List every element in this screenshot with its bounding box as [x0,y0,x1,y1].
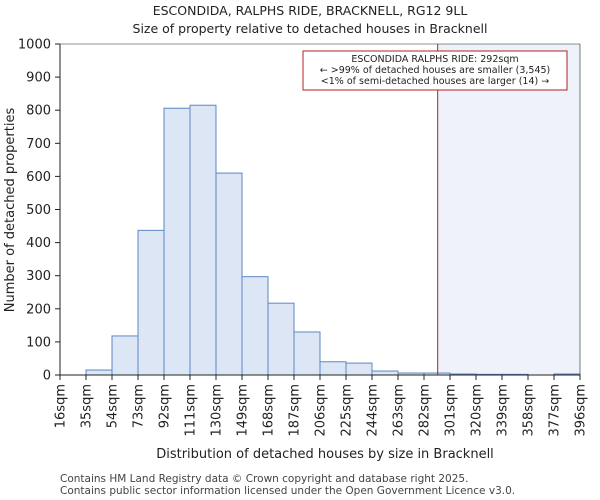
annotation-line-2: ← >99% of detached houses are smaller (3… [320,65,551,76]
y-axis-label: Number of detached properties [3,108,18,313]
x-tick-label: 206sqm [314,384,329,437]
x-tick-label: 111sqm [184,384,199,437]
y-tick-label: 100 [26,335,51,350]
bar [85,369,113,376]
x-tick-label: 187sqm [288,384,303,437]
shaded-region [437,44,580,375]
bar [319,361,347,376]
bar [163,107,191,376]
annotation-border [302,50,568,91]
x-tick-label: 263sqm [392,384,407,437]
x-tick-label: 282sqm [418,384,433,437]
bars-group [85,104,581,376]
bar [241,276,269,376]
x-tick-label: 244sqm [366,384,381,437]
bar [137,229,165,376]
y-tick-label: 800 [26,104,51,119]
footer-line-2: Contains public sector information licen… [60,485,515,497]
bar [215,172,243,376]
x-tick-label: 16sqm [54,384,69,428]
x-tick-label: 54sqm [106,384,121,428]
x-tick-label: 225sqm [340,384,355,437]
x-tick-label: 396sqm [574,384,589,437]
y-tick-label: 400 [26,236,51,251]
bar [267,302,295,376]
x-tick-label: 168sqm [262,384,277,437]
y-tick-label: 600 [26,170,51,185]
chart-subtitle: Size of property relative to detached ho… [133,21,488,36]
x-tick-label: 92sqm [158,384,173,428]
annotation-line-1: ESCONDIDA RALPHS RIDE: 292sqm [351,54,518,65]
y-tick-label: 300 [26,269,51,284]
bar [189,104,217,376]
bar [293,331,321,376]
y-tick-label: 900 [26,71,51,86]
bar [371,370,399,376]
x-tick-label: 130sqm [210,384,225,437]
x-tick-label: 35sqm [80,384,95,428]
annotation-box: ESCONDIDA RALPHS RIDE: 292sqm ← >99% of … [302,50,568,91]
x-tick-label: 339sqm [496,384,511,437]
y-tick-label: 700 [26,137,51,152]
x-tick-label: 377sqm [548,384,563,437]
annotation-line-3: <1% of semi-detached houses are larger (… [321,76,549,87]
y-tick-label: 500 [26,203,51,218]
y-tick-label: 0 [43,369,51,384]
x-tick-label: 149sqm [236,384,251,437]
y-tick-label: 1000 [18,38,51,53]
y-ticks-group: 0 100 200 300 400 500 600 700 800 900 1000 [18,38,60,384]
chart-title: ESCONDIDA, RALPHS RIDE, BRACKNELL, RG12 … [153,3,468,18]
bar [345,362,373,376]
y-tick-label: 200 [26,302,51,317]
bar [111,335,139,376]
x-tick-label: 358sqm [522,384,537,437]
x-tick-label: 301sqm [444,384,459,437]
x-axis-label: Distribution of detached houses by size … [156,447,494,462]
x-tick-label: 320sqm [470,384,485,437]
footer-line-1: Contains HM Land Registry data © Crown c… [60,473,468,485]
x-tick-label: 73sqm [132,384,147,428]
x-ticks-group: 16sqm 35sqm 54sqm 73sqm 92sqm 111sqm 130sqm 149… [54,375,589,437]
